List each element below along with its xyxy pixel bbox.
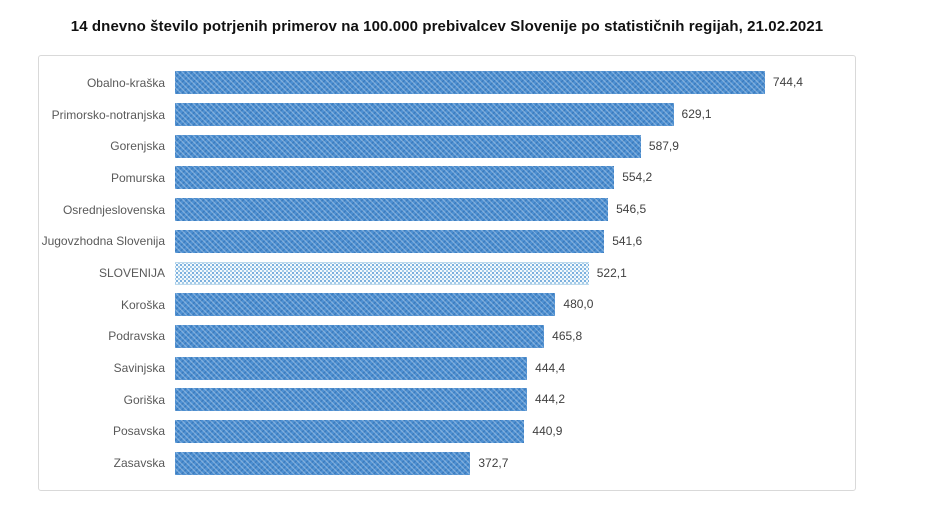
bar-zone: 444,4 (175, 356, 809, 380)
category-label: SLOVENIJA (98, 266, 165, 280)
bar-zone: 465,8 (175, 324, 809, 348)
value-label: 744,4 (772, 75, 803, 90)
chart-row: Zasavska 372,7 (39, 447, 855, 479)
bar (175, 103, 674, 127)
category-label: Posavska (112, 424, 165, 439)
chart-row: Goriška 444,2 (39, 384, 855, 416)
bar (175, 198, 609, 222)
value-label: 440,9 (532, 423, 563, 438)
bar-zone: 546,5 (175, 198, 809, 222)
bar (175, 388, 528, 412)
value-label: 541,6 (612, 233, 643, 248)
bar-zone: 440,9 (175, 419, 809, 443)
value-label: 465,8 (552, 328, 583, 343)
category-label: Koroška (120, 297, 165, 312)
category-label: Pomurska (110, 170, 165, 185)
category-label: Savinjska (113, 361, 165, 376)
bar (175, 293, 556, 317)
chart-row: Gorenjska 587,9 (39, 130, 855, 162)
bar (175, 451, 471, 475)
bar-zone: 554,2 (175, 166, 809, 190)
chart-row: SLOVENIJA 522,1 (39, 257, 855, 289)
value-label: 372,7 (478, 455, 509, 470)
value-label: 522,1 (596, 265, 627, 280)
bar (175, 134, 641, 158)
value-label: 480,0 (563, 297, 594, 312)
bar-zone: 444,2 (175, 388, 809, 412)
category-label: Zasavska (113, 456, 165, 471)
chart-row: Jugovzhodna Slovenija 541,6 (39, 225, 855, 257)
bar (175, 71, 765, 95)
chart-row: Osrednjeslovenska 546,5 (39, 194, 855, 226)
bar (175, 229, 605, 253)
value-label: 554,2 (622, 170, 653, 185)
chart-row: Primorsko-notranjska 629,1 (39, 99, 855, 131)
chart-row: Obalno-kraška 744,4 (39, 67, 855, 99)
bar-zone: 480,0 (175, 293, 809, 317)
chart-plot-area: Obalno-kraška 744,4 Primorsko-notranjska 62… (38, 55, 856, 491)
value-label: 444,4 (535, 360, 566, 375)
category-label: Jugovzhodna Slovenija (41, 234, 165, 249)
bar-zone: 541,6 (175, 229, 809, 253)
chart-title: 14 dnevno število potrjenih primerov na … (70, 18, 824, 35)
bar-rows: Obalno-kraška 744,4 Primorsko-notranjska 62… (39, 56, 855, 490)
value-label: 444,2 (535, 392, 566, 407)
bar (175, 324, 545, 348)
bar-zone: 372,7 (175, 451, 809, 475)
bar-zone: 522,1 (175, 261, 809, 285)
bar-zone: 744,4 (175, 71, 809, 95)
chart-row: Koroška 480,0 (39, 289, 855, 321)
chart-row: Pomurska 554,2 (39, 162, 855, 194)
category-label: Gorenjska (110, 139, 165, 154)
category-label: Osrednjeslovenska (62, 202, 165, 217)
value-label: 546,5 (616, 202, 647, 217)
chart-row: Posavska 440,9 (39, 416, 855, 448)
value-label: 629,1 (681, 107, 712, 122)
chart-row: Savinjska 444,4 (39, 352, 855, 384)
value-label: 587,9 (648, 138, 679, 153)
category-label: Primorsko-notranjska (51, 107, 165, 122)
category-label: Obalno-kraška (86, 75, 165, 90)
bar (175, 419, 525, 443)
bar (175, 356, 528, 380)
chart-row: Podravska 465,8 (39, 321, 855, 353)
bar-zone: 629,1 (175, 103, 809, 127)
bar-zone: 587,9 (175, 134, 809, 158)
category-label: Podravska (108, 329, 165, 344)
category-label: Goriška (123, 392, 165, 407)
bar-highlight (175, 261, 589, 285)
bar (175, 166, 615, 190)
